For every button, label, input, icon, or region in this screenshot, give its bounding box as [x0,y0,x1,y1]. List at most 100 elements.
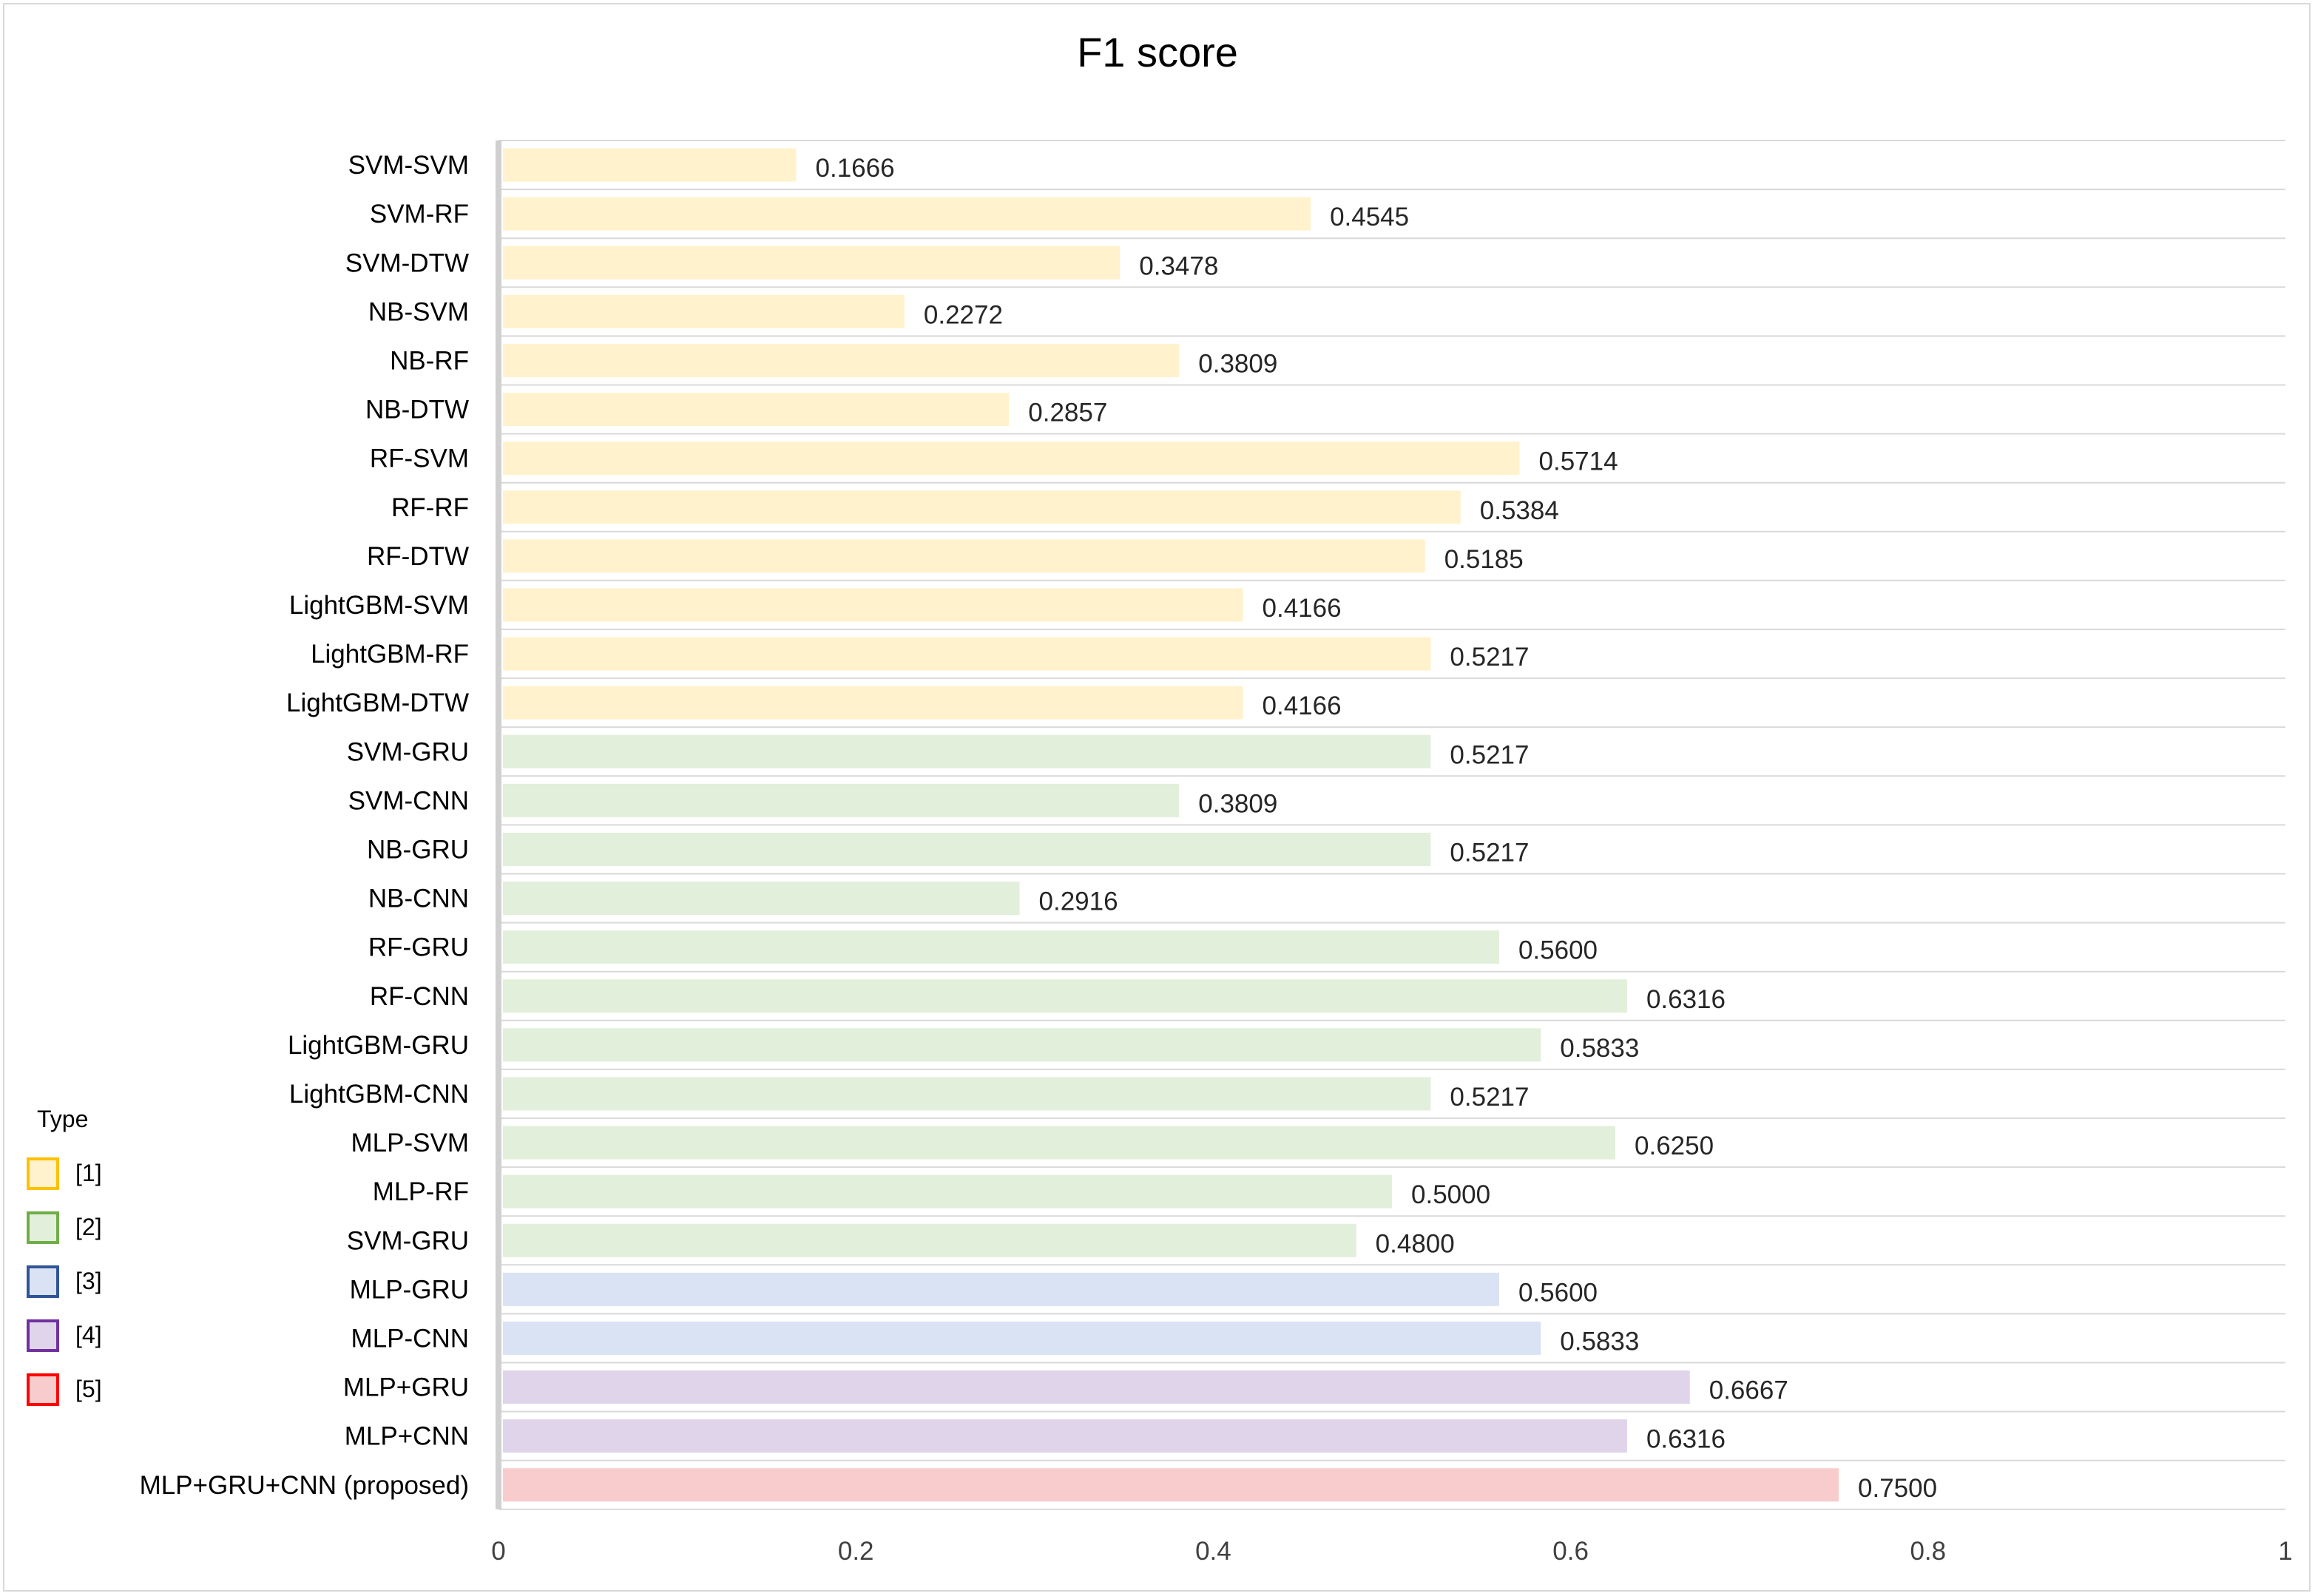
chart-title: F1 score [1077,29,1238,75]
category-label: MLP-SVM [351,1129,469,1157]
value-label: 0.5217 [1450,740,1529,769]
x-tick-label: 0.6 [1552,1537,1589,1566]
value-label: 0.3809 [1198,789,1277,818]
category-label: NB-GRU [367,835,469,864]
value-label: 0.3478 [1139,251,1218,280]
legend-swatch [27,1157,59,1190]
category-label: SVM-DTW [345,248,469,277]
legend-label: [2] [75,1214,102,1240]
bar [503,197,1311,231]
bar [503,1077,1431,1111]
value-label: 0.2272 [924,300,1003,329]
bar [503,1468,1839,1502]
x-tick-label: 0.2 [838,1537,874,1566]
category-label: SVM-RF [370,200,469,229]
value-label: 0.2916 [1039,887,1118,916]
category-label: NB-SVM [368,297,469,326]
bar [503,343,1180,377]
legend-item: [1] [27,1146,102,1200]
bar [503,148,797,182]
value-label: 0.5185 [1444,545,1524,574]
value-label: 0.6316 [1646,985,1726,1014]
bar [503,1272,1499,1306]
category-label: LightGBM-CNN [289,1080,469,1109]
bar [503,393,1010,427]
legend-swatch [27,1211,59,1244]
value-label: 0.4166 [1263,692,1342,720]
value-label: 0.5833 [1560,1034,1639,1063]
bar [503,1126,1615,1160]
value-label: 0.1666 [816,154,895,183]
bar [503,1370,1690,1404]
legend-swatch [27,1373,59,1406]
category-label: NB-CNN [368,885,469,913]
category-label: NB-DTW [365,396,469,425]
value-label: 0.6250 [1635,1132,1714,1160]
category-label: SVM-SVM [348,151,469,180]
category-label: MLP+CNN [345,1422,469,1451]
legend-items: [1] [2] [3] [4] [5] [27,1146,102,1416]
category-label: RF-CNN [370,982,469,1011]
value-label: 0.5384 [1480,496,1559,525]
value-label: 0.5714 [1539,447,1618,476]
bar [503,1174,1392,1208]
value-label: 0.5217 [1450,838,1529,867]
category-label: LightGBM-RF [311,640,469,669]
legend-item: [5] [27,1362,102,1416]
bar [503,1321,1541,1355]
legend-label: [5] [75,1376,102,1402]
bar [503,734,1431,768]
value-label: 0.3809 [1198,349,1277,378]
value-label: 0.4166 [1263,594,1342,623]
category-label: RF-GRU [368,933,469,962]
value-label: 0.5217 [1450,643,1529,672]
value-label: 0.4800 [1376,1229,1455,1258]
category-label: SVM-CNN [348,786,469,815]
legend-item: [2] [27,1200,102,1254]
bar [503,539,1425,573]
bar [503,1419,1627,1453]
bar [503,1028,1541,1062]
value-label: 0.5600 [1518,936,1598,965]
bar [503,1223,1356,1257]
legend-swatch [27,1265,59,1298]
bar [503,637,1431,671]
legend-label: [4] [75,1322,102,1348]
value-label: 0.5600 [1518,1278,1598,1307]
legend-swatch [27,1319,59,1352]
bar [503,979,1627,1013]
bar [503,882,1020,916]
value-label: 0.6316 [1646,1425,1726,1454]
x-tick-label: 0.8 [1910,1537,1946,1566]
x-tick-label: 0.4 [1195,1537,1231,1566]
bar [503,930,1499,964]
bar [503,832,1431,866]
category-label: MLP-CNN [351,1324,469,1353]
category-label: MLP-RF [373,1177,469,1206]
legend-item: [3] [27,1254,102,1308]
value-label: 0.5833 [1560,1327,1639,1356]
value-label: 0.5217 [1450,1083,1529,1112]
value-label: 0.4545 [1330,203,1409,231]
category-label: RF-RF [391,493,469,522]
bar [503,490,1461,524]
category-label: SVM-GRU [347,1226,469,1255]
bar [503,294,905,328]
category-label: LightGBM-DTW [286,689,469,717]
category-label: LightGBM-GRU [288,1031,469,1060]
category-label: RF-SVM [370,444,469,473]
category-label: RF-DTW [367,542,469,571]
bar [503,783,1180,817]
category-label: MLP+GRU [343,1373,469,1402]
category-label: LightGBM-SVM [289,591,469,620]
x-tick-label: 1 [2278,1537,2292,1566]
bar [503,246,1121,280]
value-label: 0.7500 [1858,1474,1937,1503]
bar [503,686,1243,720]
x-tick-label: 0 [491,1537,505,1566]
legend-label: [3] [75,1268,102,1294]
legend-title: Type [37,1106,89,1132]
value-label: 0.5000 [1411,1180,1490,1209]
legend-label: [1] [75,1160,102,1186]
